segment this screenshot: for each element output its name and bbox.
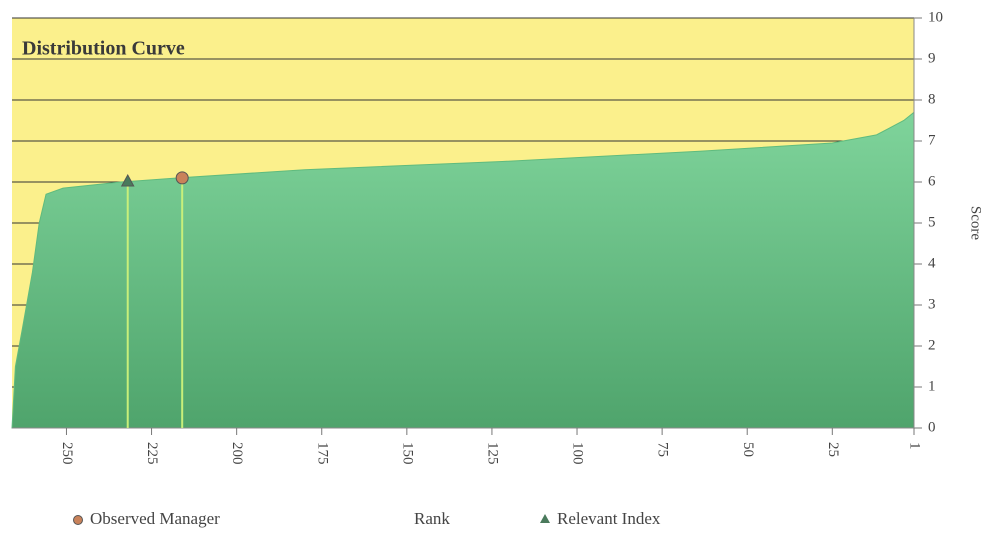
x-tick-label: 1: [907, 442, 923, 450]
x-tick-label: 200: [229, 442, 245, 465]
y-tick-label: 6: [928, 173, 936, 189]
x-tick-label: 125: [484, 442, 500, 465]
marker: [120, 173, 135, 187]
area: [11, 111, 915, 429]
x-tick-label: 250: [59, 442, 75, 465]
x-tick-label: 150: [399, 442, 415, 465]
x-tick-label: 175: [314, 442, 330, 465]
y-tick-label: 7: [928, 132, 936, 148]
legend-label: Relevant Index: [557, 509, 661, 528]
y-tick-label: 9: [928, 50, 936, 66]
x-tick-label: 50: [740, 442, 756, 457]
x-axis-label: Rank: [414, 509, 450, 528]
legend-marker: [540, 514, 550, 523]
x-tick-label: 100: [570, 442, 586, 465]
chart-title: Distribution Curve: [22, 38, 185, 60]
y-tick-label: 5: [928, 214, 936, 230]
y-tick-label: 4: [928, 255, 936, 271]
y-tick-label: 0: [928, 419, 936, 435]
y-tick-label: 2: [928, 337, 936, 353]
x-tick-label: 75: [655, 442, 671, 457]
y-axis-label: Score: [968, 206, 984, 240]
x-tick-label: 25: [825, 442, 841, 457]
marker: [175, 171, 189, 185]
y-tick-label: 3: [928, 296, 936, 312]
legend-label: Observed Manager: [90, 509, 220, 528]
y-tick-label: 10: [928, 9, 943, 25]
legend-marker: [73, 515, 83, 525]
y-tick-label: 1: [928, 378, 936, 394]
x-tick-label: 225: [144, 442, 160, 465]
y-tick-label: 8: [928, 91, 936, 107]
